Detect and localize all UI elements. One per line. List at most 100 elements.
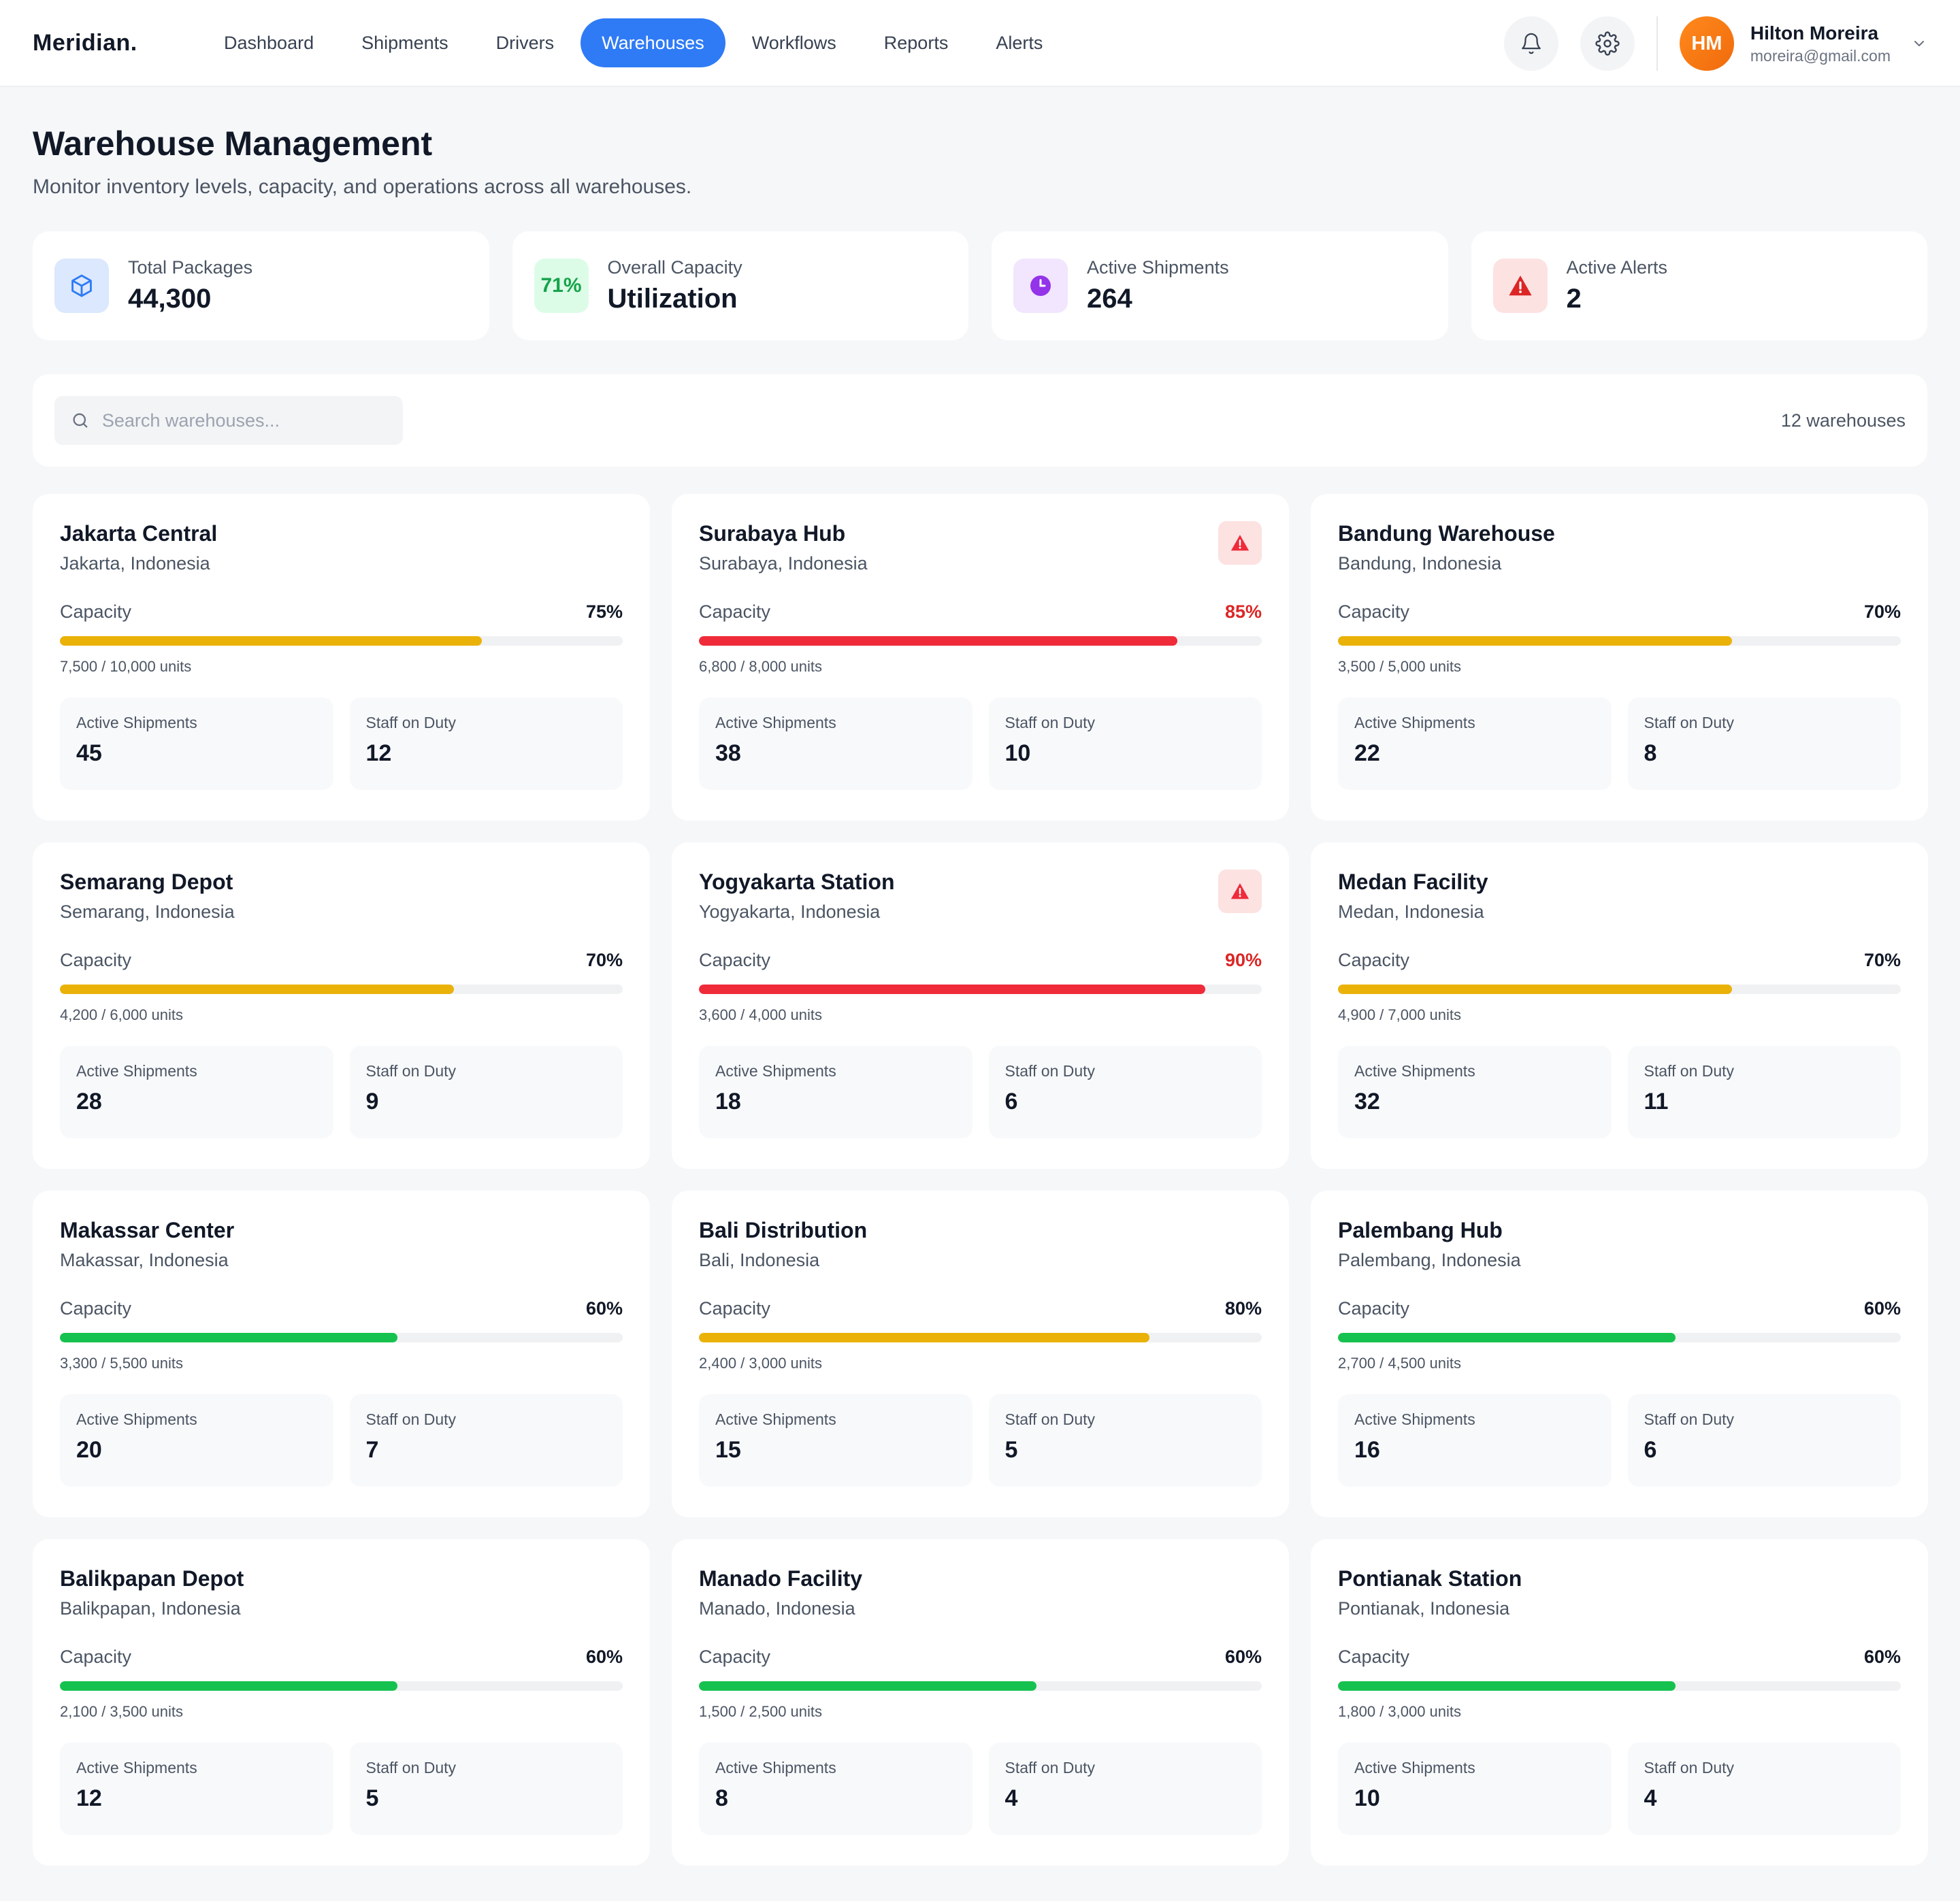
active-shipments-value: 45 bbox=[76, 740, 102, 766]
brand-logo[interactable]: Meridian. bbox=[33, 29, 137, 56]
capacity-percent: 80% bbox=[1224, 1298, 1262, 1319]
user-menu[interactable]: Hilton Moreira moreira@gmail.com bbox=[1750, 22, 1891, 65]
warehouse-card[interactable]: Palembang Hub Palembang, Indonesia Capac… bbox=[1311, 1191, 1928, 1517]
staff-on-duty-value: 4 bbox=[1004, 1785, 1018, 1811]
nav-workflows[interactable]: Workflows bbox=[751, 33, 836, 53]
nav-reports[interactable]: Reports bbox=[883, 33, 949, 53]
warehouse-location: Palembang, Indonesia bbox=[1338, 1250, 1521, 1270]
main-content: Warehouse Management Monitor inventory l… bbox=[0, 124, 1960, 1866]
staff-on-duty-value: 8 bbox=[1644, 740, 1657, 766]
warehouse-location: Bali, Indonesia bbox=[699, 1250, 820, 1270]
nav-dashboard[interactable]: Dashboard bbox=[224, 33, 314, 53]
alert-badge[interactable] bbox=[1218, 870, 1262, 913]
warehouse-name: Medan Facility bbox=[1338, 870, 1488, 894]
stat-value: Utilization bbox=[607, 284, 738, 314]
capacity-bar-fill bbox=[1338, 985, 1732, 994]
capacity-bar bbox=[1338, 1333, 1901, 1342]
warehouse-card[interactable]: Bandung Warehouse Bandung, Indonesia Cap… bbox=[1311, 494, 1928, 821]
stat-icon-box: 71% bbox=[534, 259, 589, 313]
warehouse-card[interactable]: Jakarta Central Jakarta, Indonesia Capac… bbox=[33, 494, 650, 821]
warehouse-card[interactable]: Medan Facility Medan, Indonesia Capacity… bbox=[1311, 842, 1928, 1169]
warehouse-location: Semarang, Indonesia bbox=[60, 902, 235, 922]
warehouse-grid: Jakarta Central Jakarta, Indonesia Capac… bbox=[33, 494, 1928, 1866]
warehouse-location: Yogyakarta, Indonesia bbox=[699, 902, 881, 922]
nav-shipments[interactable]: Shipments bbox=[361, 33, 448, 53]
stat-value: 2 bbox=[1566, 284, 1582, 314]
warehouse-name: Pontianak Station bbox=[1338, 1566, 1522, 1591]
active-shipments-box: Active Shipments 10 bbox=[1338, 1742, 1612, 1835]
gear-icon bbox=[1595, 31, 1620, 56]
warehouse-card[interactable]: Yogyakarta Station Yogyakarta, Indonesia… bbox=[672, 842, 1289, 1169]
capacity-bar-fill bbox=[1338, 1333, 1676, 1342]
active-shipments-box: Active Shipments 45 bbox=[60, 697, 333, 790]
chevron-down-icon[interactable] bbox=[1911, 35, 1927, 52]
capacity-label: Capacity bbox=[1338, 950, 1410, 970]
search-field[interactable] bbox=[54, 396, 403, 445]
avatar[interactable]: HM bbox=[1679, 16, 1734, 71]
active-shipments-label: Active Shipments bbox=[715, 1759, 836, 1776]
user-name: Hilton Moreira bbox=[1750, 22, 1879, 44]
capacity-label: Capacity bbox=[60, 1647, 132, 1667]
nav-alerts[interactable]: Alerts bbox=[996, 33, 1043, 53]
staff-on-duty-label: Staff on Duty bbox=[1644, 1410, 1735, 1428]
capacity-percent: 60% bbox=[1863, 1298, 1901, 1319]
capacity-units: 3,500 / 5,000 units bbox=[1338, 658, 1462, 675]
warehouse-card[interactable]: Balikpapan Depot Balikpapan, Indonesia C… bbox=[33, 1539, 650, 1866]
active-shipments-value: 22 bbox=[1354, 740, 1380, 766]
stat-label: Overall Capacity bbox=[607, 257, 742, 278]
warehouse-card[interactable]: Pontianak Station Pontianak, Indonesia C… bbox=[1311, 1539, 1928, 1866]
active-shipments-box: Active Shipments 22 bbox=[1338, 697, 1612, 790]
staff-on-duty-label: Staff on Duty bbox=[365, 1062, 457, 1080]
staff-on-duty-box: Staff on Duty 4 bbox=[1627, 1742, 1901, 1835]
warehouse-name: Makassar Center bbox=[60, 1218, 235, 1242]
capacity-percent: 60% bbox=[585, 1647, 623, 1667]
capacity-percent: 85% bbox=[1224, 601, 1262, 622]
capacity-label: Capacity bbox=[699, 601, 771, 622]
capacity-units: 3,300 / 5,500 units bbox=[60, 1355, 184, 1372]
active-shipments-value: 18 bbox=[715, 1089, 741, 1114]
warehouse-card[interactable]: Surabaya Hub Surabaya, Indonesia Capacit… bbox=[672, 494, 1289, 821]
active-shipments-value: 20 bbox=[76, 1437, 102, 1463]
warehouse-name: Bandung Warehouse bbox=[1338, 521, 1555, 546]
warehouse-card[interactable]: Makassar Center Makassar, Indonesia Capa… bbox=[33, 1191, 650, 1517]
alert-badge[interactable] bbox=[1218, 521, 1262, 565]
capacity-percent: 70% bbox=[1863, 950, 1901, 970]
warehouse-location: Balikpapan, Indonesia bbox=[60, 1598, 241, 1619]
search-input[interactable] bbox=[101, 410, 387, 431]
staff-on-duty-label: Staff on Duty bbox=[1004, 714, 1096, 731]
capacity-bar bbox=[1338, 985, 1901, 994]
staff-on-duty-value: 10 bbox=[1004, 740, 1031, 766]
active-shipments-label: Active Shipments bbox=[715, 714, 836, 731]
capacity-bar-fill bbox=[60, 985, 454, 994]
staff-on-duty-box: Staff on Duty 8 bbox=[1627, 697, 1901, 790]
active-shipments-value: 8 bbox=[715, 1785, 728, 1811]
stat-value: 44,300 bbox=[128, 284, 212, 314]
warehouse-card[interactable]: Semarang Depot Semarang, Indonesia Capac… bbox=[33, 842, 650, 1169]
active-shipments-label: Active Shipments bbox=[715, 1062, 836, 1080]
staff-on-duty-box: Staff on Duty 10 bbox=[988, 697, 1262, 790]
warehouse-name: Palembang Hub bbox=[1338, 1218, 1503, 1242]
staff-on-duty-value: 7 bbox=[365, 1437, 379, 1463]
stat-label: Active Alerts bbox=[1566, 257, 1668, 278]
warehouse-card[interactable]: Manado Facility Manado, Indonesia Capaci… bbox=[672, 1539, 1289, 1866]
nav-drivers[interactable]: Drivers bbox=[495, 33, 555, 53]
active-shipments-box: Active Shipments 8 bbox=[699, 1742, 973, 1835]
staff-on-duty-label: Staff on Duty bbox=[1644, 1759, 1735, 1776]
warehouse-card[interactable]: Bali Distribution Bali, Indonesia Capaci… bbox=[672, 1191, 1289, 1517]
staff-on-duty-box: Staff on Duty 9 bbox=[349, 1046, 623, 1138]
staff-on-duty-box: Staff on Duty 7 bbox=[349, 1394, 623, 1487]
active-shipments-value: 38 bbox=[715, 740, 741, 766]
active-shipments-box: Active Shipments 32 bbox=[1338, 1046, 1612, 1138]
staff-on-duty-value: 6 bbox=[1644, 1437, 1657, 1463]
settings-button[interactable] bbox=[1580, 16, 1635, 71]
nav-warehouses[interactable]: Warehouses bbox=[581, 18, 725, 67]
capacity-bar bbox=[699, 1333, 1262, 1342]
staff-on-duty-box: Staff on Duty 12 bbox=[349, 697, 623, 790]
warehouse-count: 12 warehouses bbox=[1780, 410, 1906, 431]
capacity-bar-fill bbox=[60, 636, 483, 646]
stat-icon-box bbox=[1013, 259, 1068, 313]
notifications-button[interactable] bbox=[1503, 16, 1558, 71]
capacity-label: Capacity bbox=[699, 1298, 771, 1319]
staff-on-duty-label: Staff on Duty bbox=[1644, 1062, 1735, 1080]
capacity-label: Capacity bbox=[699, 950, 771, 970]
